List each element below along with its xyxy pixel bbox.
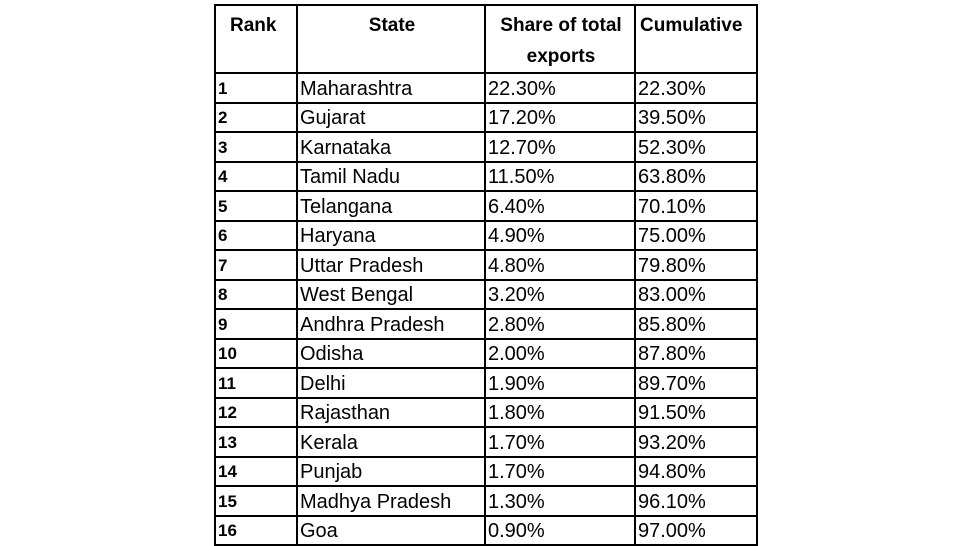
cell-share: 1.30% [484,485,636,517]
table-header: Rank State Share of total exports Cumula… [214,4,758,74]
cell-cumulative: 83.00% [634,278,758,310]
cell-share: 1.80% [484,396,636,428]
cell-rank: 12 [214,396,298,428]
cell-cumulative: 89.70% [634,367,758,399]
table-row: 11 Delhi 1.90% 89.70% [214,367,758,399]
cell-state: Gujarat [296,101,486,133]
table-row: 1 Maharashtra 22.30% 22.30% [214,72,758,104]
table-row: 16 Goa 0.90% 97.00% [214,514,758,546]
cell-rank: 4 [214,160,298,192]
table-row: 7 Uttar Pradesh 4.80% 79.80% [214,249,758,281]
table-row: 8 West Bengal 3.20% 83.00% [214,278,758,310]
cell-rank: 13 [214,426,298,458]
cell-share: 4.80% [484,249,636,281]
cell-rank: 1 [214,72,298,104]
cell-share: 17.20% [484,101,636,133]
cell-state: West Bengal [296,278,486,310]
cell-share: 2.00% [484,337,636,369]
table-row: 3 Karnataka 12.70% 52.30% [214,131,758,163]
table-row: 4 Tamil Nadu 11.50% 63.80% [214,160,758,192]
cell-rank: 16 [214,514,298,546]
cell-share: 1.90% [484,367,636,399]
cell-cumulative: 52.30% [634,131,758,163]
cell-share: 22.30% [484,72,636,104]
cell-rank: 8 [214,278,298,310]
table-row: 2 Gujarat 17.20% 39.50% [214,101,758,133]
cell-rank: 6 [214,219,298,251]
cell-state: Delhi [296,367,486,399]
cell-cumulative: 96.10% [634,485,758,517]
cell-rank: 15 [214,485,298,517]
header-rank: Rank [214,4,298,74]
header-row: Rank State Share of total exports Cumula… [214,4,758,74]
cell-state: Uttar Pradesh [296,249,486,281]
cell-cumulative: 75.00% [634,219,758,251]
table-row: 6 Haryana 4.90% 75.00% [214,219,758,251]
header-cumulative: Cumulative [634,4,758,74]
cell-state: Rajasthan [296,396,486,428]
cell-rank: 3 [214,131,298,163]
cell-state: Maharashtra [296,72,486,104]
cell-cumulative: 79.80% [634,249,758,281]
cell-share: 11.50% [484,160,636,192]
cell-rank: 2 [214,101,298,133]
cell-share: 2.80% [484,308,636,340]
cell-state: Madhya Pradesh [296,485,486,517]
table-row: 9 Andhra Pradesh 2.80% 85.80% [214,308,758,340]
cell-cumulative: 93.20% [634,426,758,458]
state-exports-table: Rank State Share of total exports Cumula… [214,4,758,546]
header-state: State [296,4,486,74]
cell-rank: 10 [214,337,298,369]
cell-cumulative: 39.50% [634,101,758,133]
table-row: 13 Kerala 1.70% 93.20% [214,426,758,458]
cell-rank: 7 [214,249,298,281]
cell-share: 0.90% [484,514,636,546]
cell-share: 1.70% [484,426,636,458]
cell-state: Odisha [296,337,486,369]
cell-share: 1.70% [484,455,636,487]
cell-cumulative: 91.50% [634,396,758,428]
table-row: 10 Odisha 2.00% 87.80% [214,337,758,369]
cell-rank: 11 [214,367,298,399]
cell-state: Goa [296,514,486,546]
cell-cumulative: 94.80% [634,455,758,487]
table-row: 15 Madhya Pradesh 1.30% 96.10% [214,485,758,517]
cell-state: Telangana [296,190,486,222]
cell-cumulative: 97.00% [634,514,758,546]
cell-cumulative: 87.80% [634,337,758,369]
cell-rank: 5 [214,190,298,222]
cell-rank: 14 [214,455,298,487]
cell-cumulative: 85.80% [634,308,758,340]
cell-rank: 9 [214,308,298,340]
table-row: 14 Punjab 1.70% 94.80% [214,455,758,487]
cell-state: Haryana [296,219,486,251]
cell-cumulative: 22.30% [634,72,758,104]
cell-state: Punjab [296,455,486,487]
table-row: 5 Telangana 6.40% 70.10% [214,190,758,222]
table-body: 1 Maharashtra 22.30% 22.30% 2 Gujarat 17.20% 39… [214,72,758,546]
cell-state: Kerala [296,426,486,458]
cell-state: Andhra Pradesh [296,308,486,340]
cell-share: 4.90% [484,219,636,251]
cell-share: 12.70% [484,131,636,163]
header-share: Share of total exports [484,4,636,74]
cell-cumulative: 63.80% [634,160,758,192]
table-row: 12 Rajasthan 1.80% 91.50% [214,396,758,428]
cell-state: Karnataka [296,131,486,163]
cell-cumulative: 70.10% [634,190,758,222]
cell-share: 6.40% [484,190,636,222]
cell-share: 3.20% [484,278,636,310]
cell-state: Tamil Nadu [296,160,486,192]
